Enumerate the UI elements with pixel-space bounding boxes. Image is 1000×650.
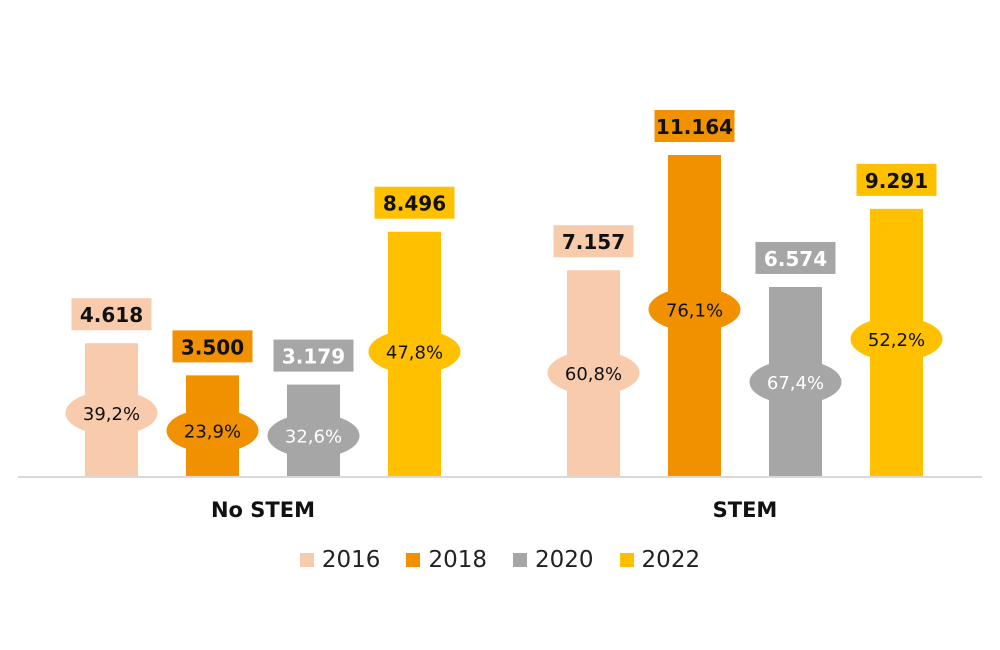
value-label: 7.157 (562, 230, 625, 254)
value-label-box (755, 241, 836, 274)
category-label: STEM (713, 498, 778, 522)
percent-label-ellipse (368, 329, 461, 374)
legend-item-2018: 2018 (406, 547, 487, 573)
value-label: 3.179 (282, 345, 345, 369)
legend-swatch (406, 553, 421, 567)
legend-label: 2022 (641, 547, 701, 573)
legend-label: 2020 (535, 547, 594, 573)
legend-label: 2018 (428, 547, 487, 573)
legend: 2016 2018 2020 2022 (0, 547, 1000, 573)
percent-label: 39,2% (83, 404, 140, 425)
legend-item-2020: 2020 (513, 547, 594, 573)
percent-label: 32,6% (285, 427, 342, 448)
value-label: 9.291 (865, 169, 928, 193)
value-label-box (553, 225, 634, 258)
percent-label: 47,8% (386, 343, 443, 364)
value-label: 11.164 (656, 115, 733, 139)
percent-label-ellipse (267, 413, 360, 458)
percent-label-ellipse (65, 390, 158, 435)
legend-swatch (619, 553, 634, 567)
percent-label-ellipse (648, 287, 741, 332)
value-label-box (856, 163, 937, 196)
category-label: No STEM (211, 498, 315, 522)
value-label: 3.500 (181, 335, 244, 359)
value-label: 8.496 (383, 192, 446, 216)
value-label: 4.618 (80, 303, 143, 327)
percent-label: 23,9% (184, 422, 241, 443)
percent-label-ellipse (850, 317, 943, 362)
legend-item-2016: 2016 (299, 547, 381, 573)
value-label-box (172, 330, 253, 363)
legend-label: 2016 (321, 547, 381, 573)
percent-label: 52,2% (868, 330, 925, 351)
percent-label-ellipse (749, 360, 842, 405)
value-label: 6.574 (764, 247, 827, 271)
percent-label: 76,1% (666, 300, 723, 321)
value-label-box (654, 110, 735, 142)
value-label-box (273, 339, 354, 372)
value-label-box (71, 298, 152, 331)
legend-swatch (513, 553, 527, 567)
percent-label-ellipse (166, 408, 259, 453)
legend-swatch (299, 553, 314, 567)
percent-label-ellipse (547, 350, 640, 395)
percent-label: 60,8% (565, 364, 622, 385)
value-label-box (374, 186, 455, 219)
percent-label: 67,4% (767, 373, 824, 394)
legend-item-2022: 2022 (619, 547, 701, 573)
